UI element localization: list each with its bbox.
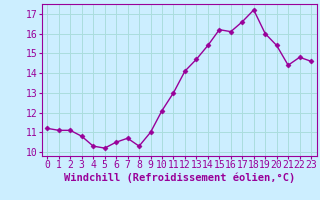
X-axis label: Windchill (Refroidissement éolien,°C): Windchill (Refroidissement éolien,°C) (64, 173, 295, 183)
